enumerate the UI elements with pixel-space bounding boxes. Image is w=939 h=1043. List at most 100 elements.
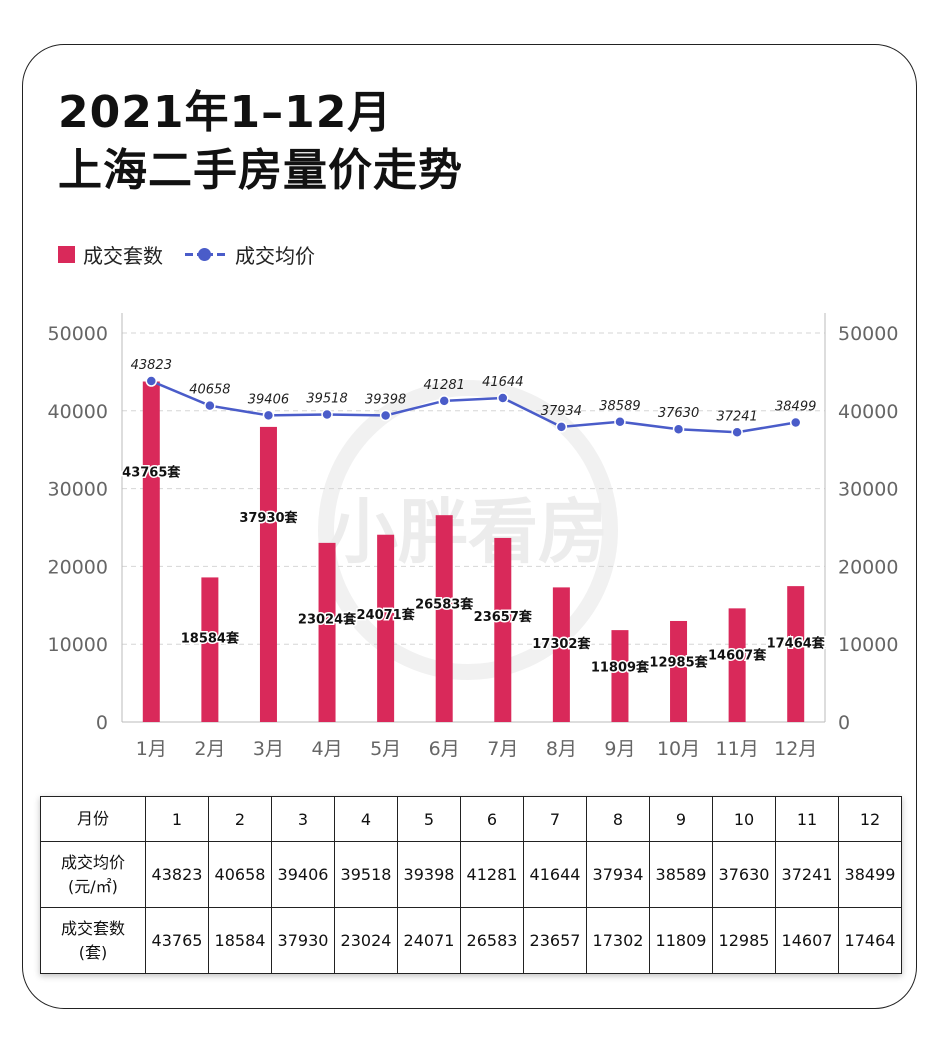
table-price-cell-2: 40658 (208, 841, 272, 908)
table-price-cell-7: 41644 (523, 841, 587, 908)
table-price-label: 成交均价 (元/㎡) (40, 841, 146, 908)
y-tick-left-10000: 10000 (48, 634, 108, 656)
table-price-row: 成交均价 (元/㎡) 43823 40658 39406 39518 39398 41281… (40, 841, 902, 908)
table-count-cell-11: 14607 (775, 907, 839, 974)
table-count-cell-3: 37930 (271, 907, 335, 974)
table-count-cell-7: 23657 (523, 907, 587, 974)
table-price-cell-3: 39406 (271, 841, 335, 908)
x-tick-4: 4月 (311, 738, 342, 760)
x-tick-5: 5月 (370, 738, 401, 760)
table-header-cell-3: 3 (271, 796, 335, 842)
price-label-7: 41644 (482, 375, 523, 390)
legend-line-swatch (185, 246, 225, 263)
bar-2 (201, 577, 219, 722)
y-tick-right-0: 0 (838, 712, 850, 734)
price-label-3: 39406 (248, 392, 289, 407)
bar-label-4: 23024套 (298, 611, 357, 627)
bar-3 (259, 426, 277, 722)
price-line (150, 379, 796, 434)
table-count-cell-2: 18584 (208, 907, 272, 974)
bar-label-12: 17464套 (767, 635, 826, 651)
bar-1 (142, 381, 160, 722)
x-tick-1: 1月 (136, 738, 167, 760)
table-header-cell-11: 11 (775, 796, 839, 842)
x-tick-8: 8月 (546, 738, 577, 760)
y-tick-right-40000: 40000 (838, 401, 898, 423)
combo-chart: 小胖看房 0 0 10000 10000 20000 20000 30000 30000 4000… (48, 313, 898, 760)
chart-legend: 成交套数 成交均价 (58, 240, 315, 269)
x-tick-11: 11月 (716, 738, 759, 760)
table-header-cell-12: 12 (838, 796, 902, 842)
table-price-cell-6: 41281 (460, 841, 524, 908)
price-label-5: 39398 (365, 392, 406, 407)
table-count-row: 成交套数 (套) 43765 18584 37930 23024 24071 26583 23… (40, 907, 902, 974)
price-label-6: 41281 (424, 378, 465, 393)
watermark-text: 小胖看房 (328, 491, 608, 573)
y-tick-right-20000: 20000 (838, 556, 898, 578)
y-tick-left-30000: 30000 (48, 479, 108, 501)
legend-bar-label: 成交套数 (83, 244, 163, 268)
bar-11 (728, 608, 746, 722)
table-count-cell-10: 12985 (712, 907, 776, 974)
bar-label-1: 43765套 (122, 465, 181, 481)
bar-6 (435, 515, 453, 722)
price-label-11: 37241 (716, 409, 757, 424)
table-count-cell-6: 26583 (460, 907, 524, 974)
y-tick-left-0: 0 (96, 712, 108, 734)
bar-label-6: 26583套 (415, 596, 474, 612)
table-price-cell-10: 37630 (712, 841, 776, 908)
bar-8 (552, 587, 570, 722)
table-price-cell-4: 39518 (334, 841, 398, 908)
price-point-4 (321, 408, 333, 421)
bar-label-10: 12985套 (649, 654, 708, 670)
legend-bar-swatch (58, 246, 75, 263)
price-point-3 (262, 409, 275, 422)
data-table: 月份 1 2 3 4 5 6 7 8 9 10 11 12 成交均价 (元/㎡) 43823 40658 3… (40, 796, 902, 974)
bar-12 (787, 586, 805, 722)
price-label-12: 38499 (775, 399, 816, 414)
price-point-12 (789, 416, 802, 429)
bar-4 (318, 542, 336, 722)
y-tick-left-40000: 40000 (48, 401, 108, 423)
bar-label-9: 11809套 (591, 659, 650, 675)
x-tick-9: 9月 (604, 738, 635, 760)
table-count-cell-9: 11809 (649, 907, 713, 974)
table-header-cell-1: 1 (145, 796, 209, 842)
table-header-cell-6: 6 (460, 796, 524, 842)
bar-label-3: 37930套 (239, 510, 298, 526)
table-count-cell-8: 17302 (586, 907, 650, 974)
price-point-10 (672, 423, 685, 435)
table-header-cell-9: 9 (649, 796, 713, 842)
price-label-9: 38589 (599, 399, 640, 414)
table-price-cell-9: 38589 (649, 841, 713, 908)
price-label-4: 39518 (306, 392, 347, 407)
table-count-cell-1: 43765 (145, 907, 209, 974)
table-header-cell-10: 10 (712, 796, 776, 842)
title-line-2: 上海二手房量价走势 (58, 145, 463, 196)
x-tick-7: 7月 (487, 738, 518, 760)
y-tick-right-30000: 30000 (838, 479, 898, 501)
bar-label-8: 17302套 (532, 636, 591, 652)
table-price-cell-12: 38499 (838, 841, 902, 908)
price-point-2 (204, 399, 216, 412)
table-header-cell-5: 5 (397, 796, 461, 842)
y-tick-right-50000: 50000 (838, 323, 898, 345)
price-label-2: 40658 (189, 383, 230, 398)
bar-7 (494, 537, 512, 722)
x-tick-12: 12月 (774, 738, 817, 760)
table-count-label: 成交套数 (套) (40, 907, 146, 974)
bar-label-5: 24071套 (357, 607, 416, 623)
table-price-cell-5: 39398 (397, 841, 461, 908)
table-header-cell-7: 7 (523, 796, 587, 842)
price-point-8 (555, 421, 568, 433)
bar-label-2: 18584套 (181, 630, 240, 646)
bar-5 (377, 534, 395, 722)
title-line-1: 2021年1–12月 (58, 87, 393, 138)
table-header-row: 月份 1 2 3 4 5 6 7 8 9 10 11 12 (40, 796, 902, 842)
price-point-11 (731, 426, 743, 439)
watermark-ring (318, 380, 618, 680)
price-label-10: 37630 (658, 406, 699, 421)
table-header-label: 月份 (40, 796, 146, 842)
table-price-cell-1: 43823 (145, 841, 209, 908)
table-header-cell-4: 4 (334, 796, 398, 842)
